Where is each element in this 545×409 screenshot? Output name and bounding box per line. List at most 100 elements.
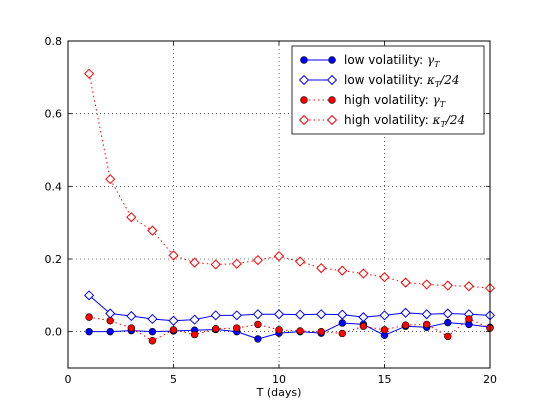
legend-marker <box>300 56 308 64</box>
data-point <box>231 310 242 321</box>
data-point <box>294 309 306 320</box>
data-point <box>254 320 262 329</box>
data-point <box>169 326 178 334</box>
data-point <box>275 326 283 334</box>
data-point <box>316 262 327 274</box>
data-point <box>231 258 242 269</box>
data-point <box>379 272 390 283</box>
data-point <box>147 313 158 325</box>
legend-marker <box>326 114 338 126</box>
data-point <box>85 313 93 321</box>
series-line-1 <box>88 294 491 322</box>
data-point <box>105 173 116 185</box>
x-tick-label: 15 <box>378 373 392 386</box>
data-point <box>147 225 158 236</box>
legend-label-subscript: T <box>440 120 446 129</box>
y-tick-label: 0.8 <box>45 35 63 48</box>
series-markers <box>83 68 496 345</box>
data-point <box>358 312 369 323</box>
legend-label-text: low volatility: <box>344 73 427 87</box>
data-point <box>106 327 114 336</box>
legend-label-math: γ <box>433 93 441 107</box>
data-point <box>337 265 348 276</box>
data-point <box>126 212 137 223</box>
data-point <box>168 250 179 261</box>
data-point <box>168 315 179 326</box>
data-point <box>379 310 390 321</box>
legend-label-subscript: T <box>435 80 441 89</box>
legend-marker <box>328 96 336 104</box>
data-point <box>358 268 369 279</box>
data-point <box>442 308 453 319</box>
legend-label-subscript: T <box>440 100 446 109</box>
data-point <box>401 321 410 329</box>
data-point <box>338 319 346 327</box>
data-point <box>423 320 431 329</box>
data-point <box>442 280 453 291</box>
data-point <box>254 335 262 343</box>
data-point <box>444 318 452 327</box>
data-point <box>252 309 264 320</box>
legend-box <box>291 45 485 135</box>
legend-label: low volatility: κT/24 <box>344 73 459 89</box>
series-line-3 <box>88 73 491 289</box>
y-tick-label: 0.0 <box>45 326 63 339</box>
data-point <box>338 329 346 338</box>
x-tick-label: 0 <box>65 373 72 386</box>
data-point <box>359 322 368 330</box>
x-tick-label: 5 <box>170 373 177 386</box>
data-point <box>444 332 452 341</box>
legend-label-math: κ <box>432 113 441 127</box>
y-tick-label: 0.2 <box>45 253 63 266</box>
data-point <box>316 309 327 320</box>
x-tick-label: 10 <box>272 373 286 386</box>
data-point <box>421 309 432 320</box>
axis-ticks: 0 5 10 15 20 0.0 0.2 0.4 0.6 0.8 <box>45 35 498 386</box>
data-point <box>421 279 432 290</box>
legend-label-text: high volatility: <box>344 93 433 107</box>
x-tick-label: 20 <box>483 373 497 386</box>
data-point <box>337 309 348 320</box>
legend-marker <box>328 56 336 64</box>
data-point <box>400 307 411 318</box>
data-point <box>296 327 304 335</box>
y-tick-label: 0.4 <box>45 180 63 193</box>
data-point <box>273 250 285 262</box>
legend-label-suffix: /24 <box>445 113 465 127</box>
legend-marker <box>298 114 310 126</box>
data-point <box>465 315 473 323</box>
x-axis-label: T (days) <box>256 386 302 399</box>
data-point <box>127 324 136 332</box>
data-point <box>83 68 95 79</box>
legend-label-text: high volatility: <box>344 113 433 127</box>
data-point <box>463 281 475 292</box>
data-point <box>252 254 264 266</box>
legend-label-text: low volatility: <box>344 53 427 67</box>
data-point <box>380 326 389 334</box>
data-point <box>294 256 306 267</box>
legend-marker <box>326 74 338 86</box>
data-point <box>148 327 157 336</box>
legend-marker <box>298 74 310 86</box>
data-point <box>317 327 325 336</box>
legend-label-math: κ <box>426 73 435 87</box>
legend-label-math: γ <box>427 53 435 67</box>
data-point <box>189 314 200 325</box>
series-line-2 <box>89 316 491 342</box>
data-point <box>85 327 93 336</box>
data-point <box>189 257 200 268</box>
data-point <box>273 309 285 320</box>
data-point <box>190 330 199 339</box>
data-point <box>210 259 221 270</box>
data-point <box>210 310 221 321</box>
legend-label-subscript: T <box>434 60 440 69</box>
legend-label: low volatility: γT <box>344 53 440 69</box>
data-point <box>233 324 241 332</box>
legend-label-suffix: /24 <box>439 73 459 87</box>
legend-label: high volatility: κT/24 <box>344 113 465 129</box>
legend-marker <box>300 96 308 104</box>
y-tick-label: 0.6 <box>45 108 63 121</box>
data-point <box>400 277 411 288</box>
data-point <box>106 317 114 325</box>
